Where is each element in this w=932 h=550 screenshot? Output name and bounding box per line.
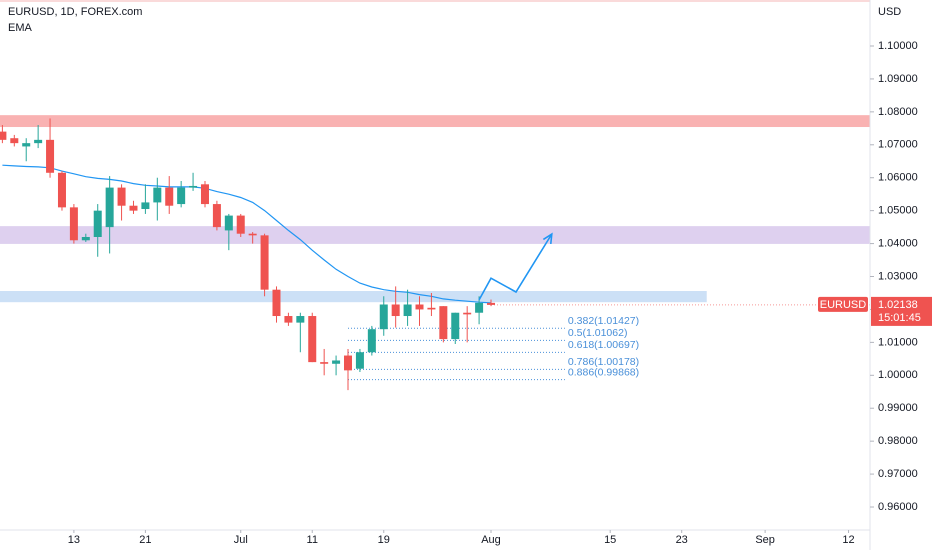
candle-body: [81, 236, 90, 241]
candle-body: [129, 205, 138, 211]
symbol-title: EURUSD, 1D, FOREX.com: [8, 6, 142, 18]
candle-body: [141, 202, 150, 210]
price-tag: [871, 296, 932, 326]
x-tick-label: Aug: [481, 534, 501, 546]
fib-label: 0.886(0.99868): [568, 366, 639, 378]
candle-body: [0, 131, 7, 140]
y-tick-label: 1.00000: [878, 369, 918, 381]
candle-body: [105, 187, 114, 228]
candle-body: [475, 302, 484, 313]
y-tick-label: 1.06000: [878, 172, 918, 184]
countdown-label: 15:01:45: [878, 312, 921, 324]
candle-body: [212, 204, 221, 228]
y-tick-label: 0.99000: [878, 402, 918, 414]
candle-body: [355, 352, 364, 369]
candle-body: [177, 187, 186, 205]
fib-label: 0.382(1.01427): [568, 315, 639, 327]
x-tick-label: 11: [307, 534, 318, 546]
x-tick-label: 13: [68, 534, 80, 546]
candle-body: [344, 355, 352, 371]
candle-body: [34, 139, 43, 144]
zone: [0, 115, 870, 128]
candle-body: [439, 306, 448, 340]
fib-label: 0.786(1.00178): [568, 356, 639, 368]
candle-body: [165, 187, 174, 206]
candle-body: [332, 360, 341, 364]
candle-body: [248, 233, 257, 236]
candle-body: [403, 304, 412, 317]
candle-body: [415, 304, 424, 310]
y-tick-label: 1.01000: [878, 336, 918, 348]
x-tick-label: 21: [139, 534, 151, 546]
candle-body: [236, 215, 245, 234]
zone: [0, 290, 707, 303]
indicator-label: EMA: [8, 22, 33, 34]
y-tick-label: 0.96000: [878, 501, 918, 513]
candle-body: [117, 187, 126, 206]
zone: [0, 226, 870, 244]
y-tick-label: 0.97000: [878, 468, 918, 480]
x-tick-label: Sep: [755, 534, 775, 546]
candle-body: [320, 362, 329, 364]
ema-line: [2, 164, 492, 304]
y-tick-label: 1.03000: [878, 270, 918, 282]
y-tick-label: 1.07000: [878, 139, 918, 151]
candle-body: [427, 307, 436, 310]
fib-label: 0.618(1.00697): [568, 339, 639, 351]
candle-body: [46, 139, 55, 173]
candle-body: [153, 187, 162, 203]
candle-body: [260, 235, 269, 290]
y-axis-unit: USD: [878, 6, 901, 18]
y-tick-label: 1.09000: [878, 73, 918, 85]
y-tick-label: 0.98000: [878, 435, 918, 447]
candle-body: [189, 185, 198, 188]
candle-body: [272, 289, 281, 317]
price-tag-label: 1.02138: [878, 299, 918, 311]
projection-line: [478, 233, 553, 301]
x-tick-label: 19: [378, 534, 390, 546]
candle-body: [487, 302, 496, 305]
candle-body: [463, 312, 472, 315]
candle-body: [284, 316, 293, 323]
candle-body: [391, 304, 400, 317]
candle-body: [69, 207, 78, 241]
candle-body: [57, 172, 66, 208]
fib-label: 0.5(1.01062): [568, 327, 628, 339]
y-tick-label: 1.05000: [878, 205, 918, 217]
candle-body: [93, 210, 102, 237]
x-tick-label: 15: [604, 534, 616, 546]
candle-body: [224, 215, 233, 231]
y-tick-label: 1.10000: [878, 40, 918, 52]
candle-body: [308, 316, 317, 363]
x-tick-label: 12: [842, 534, 854, 546]
candle-body: [451, 312, 460, 340]
candle-body: [10, 138, 19, 144]
plot-area: 0.382(1.01427)0.5(1.01062)0.618(1.00697)…: [0, 115, 870, 391]
symbol-tag-label: EURUSD: [820, 299, 867, 311]
y-tick-label: 1.04000: [878, 237, 918, 249]
x-tick-label: 23: [676, 534, 688, 546]
candle-body: [367, 329, 376, 353]
candle-body: [379, 304, 388, 330]
candle-body: [22, 143, 31, 147]
symbol-tag: [818, 296, 868, 312]
y-tick-label: 1.08000: [878, 106, 918, 118]
candle-body: [200, 184, 209, 205]
x-tick-label: Jul: [234, 534, 248, 546]
candle-body: [296, 316, 305, 323]
projection-arrowhead: [542, 232, 553, 245]
